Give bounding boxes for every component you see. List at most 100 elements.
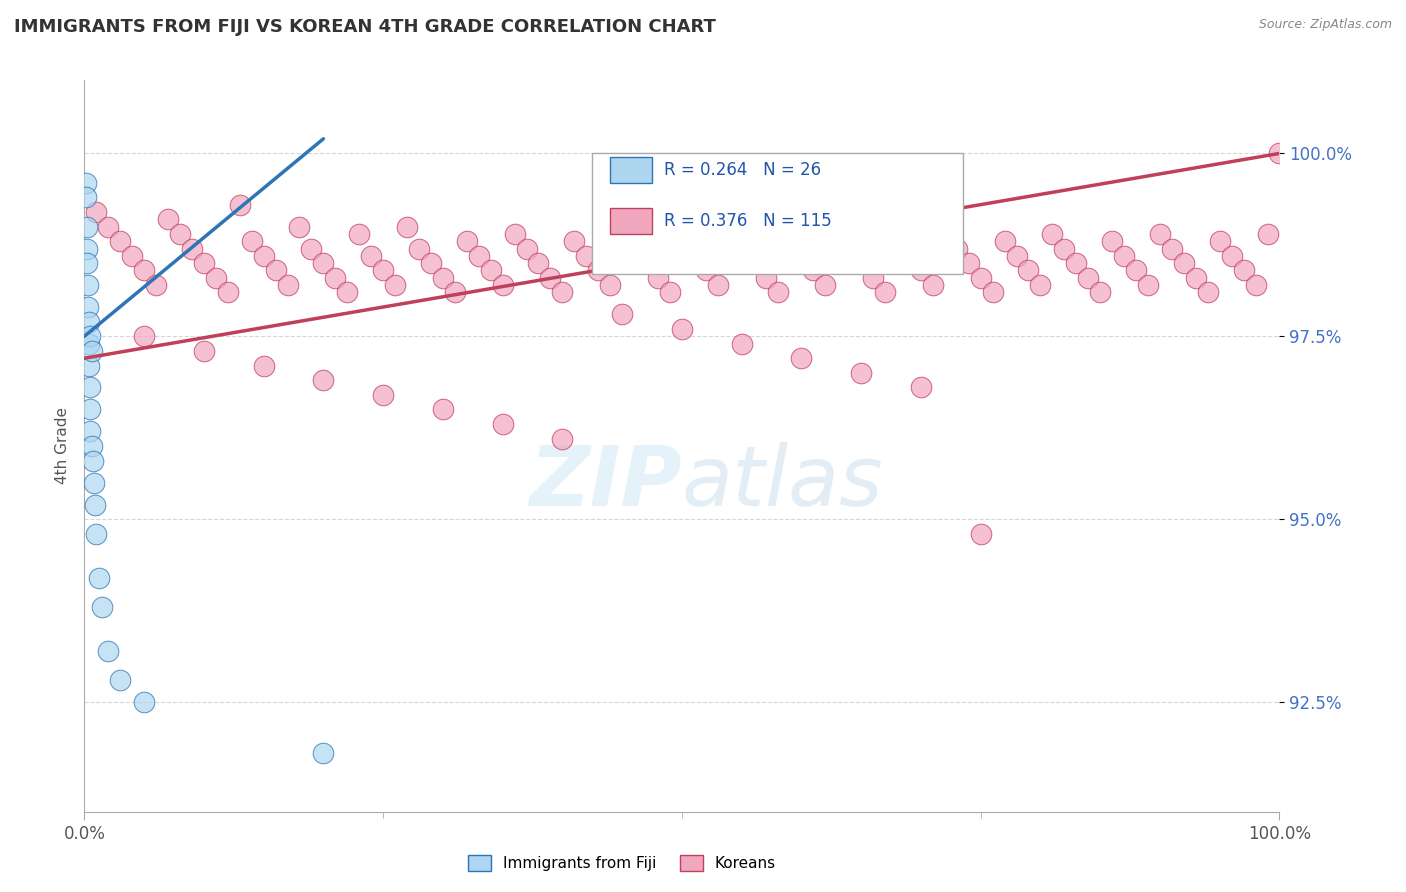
Point	[1197, 285, 1219, 300]
Point	[312, 746, 335, 760]
Point	[1005, 249, 1028, 263]
Point	[1066, 256, 1088, 270]
Point	[79, 380, 101, 394]
Point	[79, 402, 101, 417]
Point	[193, 256, 215, 270]
Point	[312, 256, 335, 270]
Point	[132, 695, 156, 709]
Point	[77, 336, 100, 351]
Point	[180, 242, 202, 256]
Point	[1220, 249, 1243, 263]
Point	[766, 285, 789, 300]
Point	[91, 599, 114, 614]
Point	[671, 322, 693, 336]
Point	[922, 278, 945, 293]
Y-axis label: 4th Grade: 4th Grade	[55, 408, 70, 484]
Point	[706, 278, 728, 293]
FancyBboxPatch shape	[592, 153, 963, 274]
Point	[82, 453, 104, 467]
Point	[77, 359, 100, 373]
Bar	[610, 209, 652, 234]
Point	[695, 263, 717, 277]
Point	[562, 234, 585, 248]
Point	[77, 315, 100, 329]
Point	[121, 249, 143, 263]
Point	[1053, 242, 1076, 256]
Point	[87, 571, 110, 585]
Point	[83, 475, 105, 490]
Text: IMMIGRANTS FROM FIJI VS KOREAN 4TH GRADE CORRELATION CHART: IMMIGRANTS FROM FIJI VS KOREAN 4TH GRADE…	[14, 18, 716, 36]
Point	[718, 227, 741, 241]
Point	[970, 270, 993, 285]
Text: R = 0.264   N = 26: R = 0.264 N = 26	[664, 161, 821, 179]
Point	[371, 263, 394, 277]
Point	[515, 242, 537, 256]
Point	[1017, 263, 1039, 277]
Point	[957, 256, 980, 270]
Point	[396, 219, 419, 234]
Point	[934, 227, 956, 241]
Point	[323, 270, 346, 285]
Point	[76, 242, 98, 256]
Point	[84, 498, 107, 512]
Point	[336, 285, 359, 300]
Point	[312, 373, 335, 387]
Point	[588, 263, 610, 277]
Point	[97, 219, 120, 234]
Point	[217, 285, 239, 300]
Point	[479, 263, 502, 277]
Point	[993, 234, 1015, 248]
Point	[862, 270, 884, 285]
Point	[634, 256, 657, 270]
Text: atlas: atlas	[682, 442, 883, 523]
Point	[110, 673, 132, 687]
Point	[467, 249, 491, 263]
Point	[419, 256, 441, 270]
Point	[1268, 146, 1291, 161]
Point	[1244, 278, 1267, 293]
Point	[240, 234, 263, 248]
Point	[253, 249, 276, 263]
Point	[193, 343, 215, 358]
Point	[432, 270, 454, 285]
Point	[754, 270, 776, 285]
Point	[981, 285, 1004, 300]
Point	[801, 263, 824, 277]
Text: Source: ZipAtlas.com: Source: ZipAtlas.com	[1258, 18, 1392, 31]
Point	[432, 402, 454, 417]
Point	[1101, 234, 1123, 248]
Point	[671, 234, 693, 248]
Point	[886, 234, 908, 248]
Point	[253, 359, 276, 373]
Text: R = 0.376   N = 115: R = 0.376 N = 115	[664, 212, 832, 230]
Point	[84, 526, 107, 541]
Point	[1136, 278, 1159, 293]
Point	[873, 285, 897, 300]
Point	[228, 197, 250, 211]
Point	[731, 336, 754, 351]
Point	[110, 234, 132, 248]
Point	[264, 263, 287, 277]
Point	[169, 227, 191, 241]
Point	[97, 644, 120, 658]
Point	[1173, 256, 1195, 270]
Point	[814, 278, 837, 293]
Point	[76, 219, 98, 234]
Point	[408, 242, 430, 256]
Point	[1125, 263, 1147, 277]
Point	[910, 263, 932, 277]
Point	[623, 242, 645, 256]
Point	[1040, 227, 1063, 241]
Point	[731, 242, 754, 256]
Point	[349, 227, 371, 241]
Point	[503, 227, 526, 241]
Point	[384, 278, 406, 293]
Point	[779, 234, 801, 248]
Point	[1112, 249, 1135, 263]
Point	[575, 249, 598, 263]
Point	[276, 278, 298, 293]
Point	[80, 343, 103, 358]
Point	[492, 417, 515, 431]
Point	[945, 242, 967, 256]
Point	[1149, 227, 1171, 241]
